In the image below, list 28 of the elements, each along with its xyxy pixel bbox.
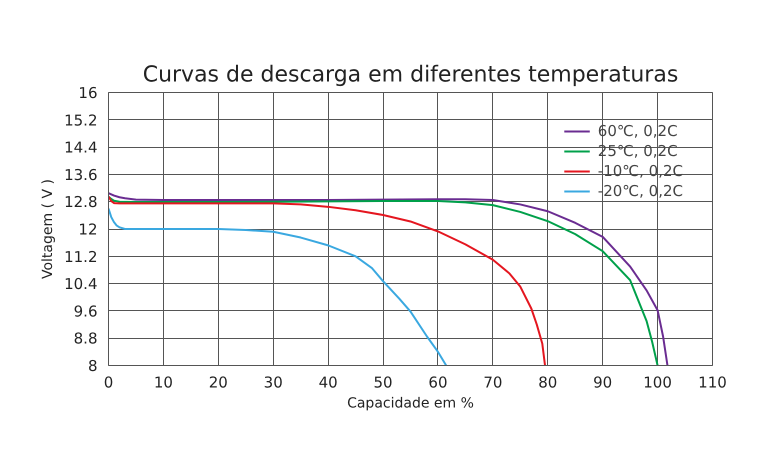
y-tick-label: 13.6 bbox=[64, 166, 98, 184]
x-tick-label: 70 bbox=[483, 374, 502, 392]
x-tick-label: 80 bbox=[538, 374, 558, 392]
x-tick-label: 0 bbox=[104, 374, 114, 392]
x-tick-label: 40 bbox=[318, 374, 338, 392]
x-tick-label: 60 bbox=[428, 374, 448, 392]
x-tick-label: 20 bbox=[208, 374, 228, 392]
x-tick-label: 30 bbox=[264, 374, 283, 392]
y-tick-label: 14.4 bbox=[64, 138, 98, 157]
y-tick-label: 12 bbox=[78, 220, 98, 238]
x-tick-label: 10 bbox=[154, 374, 173, 392]
x-tick-label: 100 bbox=[643, 374, 672, 392]
y-tick-label: 16 bbox=[78, 84, 98, 102]
x-tick-label: 50 bbox=[374, 374, 393, 392]
line-series bbox=[108, 208, 448, 366]
x-axis-title: Capacidade em % bbox=[347, 396, 474, 412]
y-axis-title: Voltagem ( V ) bbox=[40, 178, 56, 279]
y-tick-label: 8.8 bbox=[74, 330, 98, 348]
y-tick-label: 8 bbox=[88, 357, 98, 375]
line-series bbox=[108, 196, 546, 366]
y-tick-label: 12.8 bbox=[64, 193, 98, 212]
y-tick-label: 15.2 bbox=[64, 111, 98, 130]
y-tick-label: 9.6 bbox=[74, 302, 98, 320]
x-tick-label: 90 bbox=[593, 374, 612, 392]
x-tick-label: 110 bbox=[698, 374, 727, 392]
y-tick-label: 11.2 bbox=[64, 248, 98, 266]
y-tick-label: 10.4 bbox=[64, 275, 98, 294]
chart-title: Curvas de descarga em diferentes temperaturas bbox=[142, 62, 678, 88]
